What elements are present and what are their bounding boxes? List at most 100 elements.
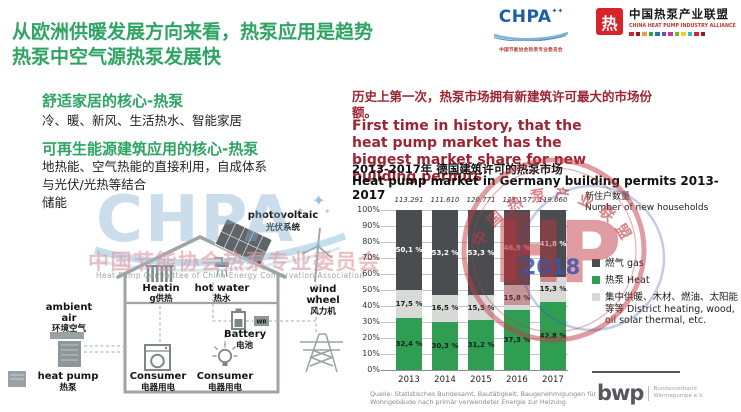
bar-segment: 15,5 % (467, 295, 495, 321)
bar-segment-label: 15,5 % (467, 303, 495, 312)
left-body-line: 储能 (42, 195, 68, 211)
bar-2017: 42,8 % 15,3 % 41,8 % (540, 210, 566, 370)
y-tick-label: 10% (362, 349, 380, 358)
bar-segment-label: 16,5 % (431, 304, 459, 313)
bar-segment-label: 32,4 % (395, 340, 423, 349)
bar-segment: 30,3 % (431, 321, 459, 370)
house-diagram: WR (8, 210, 343, 394)
left-body-line: 与光伏/光热等结合 (42, 177, 147, 193)
palette-square (635, 31, 640, 37)
legend-swatch (592, 259, 600, 267)
legend-swatch (592, 293, 600, 302)
y-tick-label: 90% (362, 221, 380, 230)
y-tick-label: 100% (357, 205, 380, 214)
bar-segment-label: 42,8 % (539, 331, 567, 340)
chpa-logo-subtext: 中国节能协会热泵专业委员会 (499, 48, 563, 53)
bar-2016: 37,3 % 15,8 % 46,9 % (504, 210, 530, 370)
washing-machine-icon (144, 344, 171, 371)
chart-legend: 燃气 gas 热泵 Heat 集中供暖、木材、燃油、太阳能等等 District h… (592, 258, 738, 332)
heating-label: Heatin (142, 283, 179, 294)
palette-square (700, 31, 705, 37)
households-label-en: Number of new households (585, 203, 709, 214)
left-body-1: 冷、暖、新风、生活热水、智能家居 (42, 113, 243, 128)
bar-2015: 31,2 % 15,5 % 53,3 % (468, 210, 494, 370)
legend-label: 热泵 Heat (605, 275, 650, 287)
palette-square (668, 31, 673, 37)
consumer2-label: Consumer (197, 371, 254, 382)
palette-square (681, 31, 686, 37)
bar-segment: 31,2 % (468, 320, 494, 370)
bar-2014: 30,3 % 16,5 % 53,2 % (432, 210, 458, 370)
y-tick-label: 50% (362, 285, 380, 294)
lightbulb-icon (212, 343, 238, 366)
heat-pump-unit-icon (50, 332, 84, 367)
photovoltaic-label-cn: 光伏系统 (265, 222, 301, 233)
left-body-2: 地热能、空气热能的直接利用，自成体系 与光伏/光热等结合 储能 (42, 158, 267, 212)
battery-label-cn: 电池 (236, 340, 254, 351)
bar-segment: 37,3 % (504, 310, 530, 370)
outdoor-box-icon (8, 371, 26, 387)
x-tick-label: 2015 (470, 375, 492, 385)
consumer1-label-cn: 电器用电 (141, 382, 176, 393)
y-tick-label: 40% (362, 301, 380, 310)
bar-segment-label: 30,3 % (431, 341, 459, 350)
alliance-name: 中国热泵产业联盟 (629, 7, 729, 21)
x-tick-label: 2017 (542, 375, 564, 385)
y-tick-label: 20% (362, 333, 380, 342)
battery-label: Battery (224, 329, 267, 340)
bar-segment: 15,3 % (540, 277, 566, 302)
photovoltaic-label: photovoltaic (248, 210, 319, 221)
bar-segment: 41,8 % (540, 210, 566, 278)
bwp-org-line1: Bundesverband (653, 386, 697, 392)
radiator-icon (146, 265, 174, 282)
legend-label: 燃气 gas (605, 258, 644, 269)
bar-segment: 53,2 % (432, 210, 458, 296)
legend-item: 集中供暖、木材、燃油、太阳能等等 District heating, wood,… (592, 292, 738, 326)
left-heading-2: 可再生能源建筑应用的核心-热泵 (42, 140, 259, 158)
bar-segment: 42,8 % (539, 301, 567, 370)
bar-segment: 15,8 % (504, 285, 530, 311)
chart-gridline (381, 370, 568, 371)
legend-swatch (592, 276, 600, 285)
wind-wheel-label-cn: 风力机 (310, 306, 336, 317)
bar-segment-label: 53,3 % (467, 248, 495, 257)
shower-icon (214, 257, 229, 278)
bar-total-label: 120.771 (466, 196, 496, 204)
history-statement-cn: 历史上第一次，热泵市场拥有新建筑许可最大的市场份额。 (352, 89, 653, 121)
palette-square (674, 31, 679, 37)
left-body-line: 地热能、空气热能的直接利用，自成体系 (42, 159, 268, 174)
households-label-cn: 新住户数量 (585, 192, 631, 202)
bwp-org-text: Bundesverband Wärmepumpe e.V. (648, 386, 704, 401)
bwp-wordmark: bwp (597, 381, 644, 405)
consumer1-label: Consumer (130, 371, 187, 382)
palette-square (694, 31, 699, 37)
bwp-org-line2: Wärmepumpe e.V. (653, 393, 704, 400)
bar-segment-label: 17,5 % (395, 300, 423, 309)
x-tick-label: 2013 (398, 375, 420, 385)
alliance-mark-icon: 热 (596, 8, 623, 35)
connector-lines (84, 282, 317, 353)
bar-segment: 16,5 % (431, 295, 459, 322)
bar-segment-label: 50,1 % (395, 246, 423, 255)
bar-segment-label: 31,2 % (467, 341, 495, 350)
hot-water-label: hot water (195, 283, 250, 294)
bar-total-label: 113.291 (394, 196, 424, 204)
chpa-wordmark: CHPA✦✦ (487, 7, 575, 26)
y-tick-label: 0% (367, 365, 380, 374)
palette-square (687, 31, 692, 37)
chpa-logo: CHPA✦✦ 中国节能协会热泵专业委员会 (487, 7, 575, 53)
bar-segment: 53,3 % (467, 210, 495, 296)
y-tick-label: 60% (362, 269, 380, 278)
legend-item: 热泵 Heat (592, 275, 738, 286)
inverter-wr-box: WR (254, 316, 269, 326)
households-annotation: 新住户数量 Number of new households (585, 192, 737, 215)
ambient-air-label-2: air (61, 313, 76, 324)
heat-pump-label: heat pump (38, 371, 99, 382)
star-icon: ✦✦ (551, 7, 564, 15)
wind-wheel-label-1: wind (310, 284, 337, 295)
alliance-logo: 热 中国热泵产业联盟 CHINA HEAT PUMP INDUSTRY ALLI… (596, 7, 736, 37)
bar-segment: 50,1 % (395, 210, 423, 291)
legend-divider (592, 371, 680, 373)
y-tick-label: 80% (362, 237, 380, 246)
